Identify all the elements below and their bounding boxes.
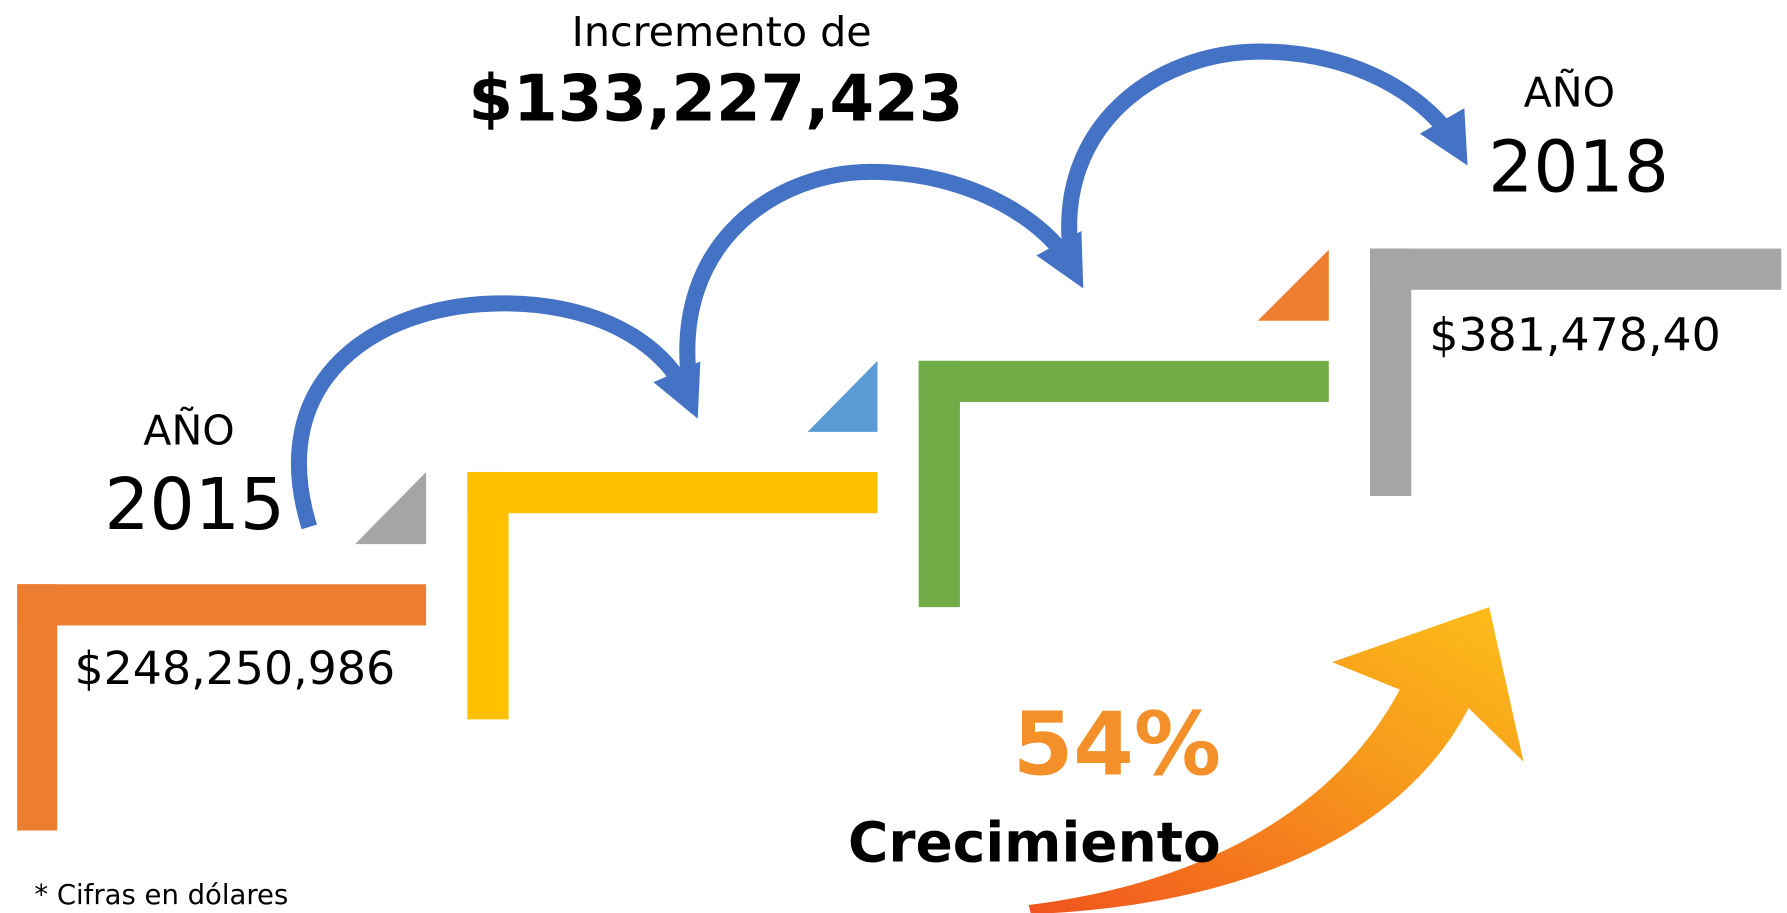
increase-amount: $133,227,423 [468, 61, 963, 136]
step-bar [918, 360, 1329, 403]
triangle [355, 471, 427, 545]
end-year: 2018 [1488, 125, 1669, 208]
step-post [467, 471, 509, 720]
start-year: 2015 [104, 463, 285, 546]
start-label: AÑO [143, 406, 234, 454]
arrow [679, 163, 1084, 385]
triangle [1257, 249, 1329, 321]
step-post [17, 584, 58, 831]
end-label: AÑO [1524, 69, 1615, 117]
step-gray [1370, 248, 1782, 497]
growth-label: Crecimiento [848, 810, 1221, 874]
arrow [1061, 43, 1468, 256]
footnote: * Cifras en dólares [34, 879, 288, 911]
step-bar [17, 584, 427, 626]
end-amount: $381,478,40 [1429, 308, 1720, 362]
triangle [807, 360, 878, 432]
growth-arrow [1028, 607, 1524, 913]
start-amount: $248,250,986 [75, 641, 396, 695]
increase-label: Incremento de [572, 8, 872, 56]
step-bar [1370, 248, 1782, 290]
step-post [1370, 248, 1412, 497]
step-bar [467, 471, 878, 514]
step-post [918, 360, 960, 608]
growth-percent: 54% [1013, 693, 1221, 795]
step-orange [17, 584, 427, 831]
step-yellow [467, 471, 878, 720]
arrow [290, 295, 701, 530]
step-green [918, 360, 1329, 608]
